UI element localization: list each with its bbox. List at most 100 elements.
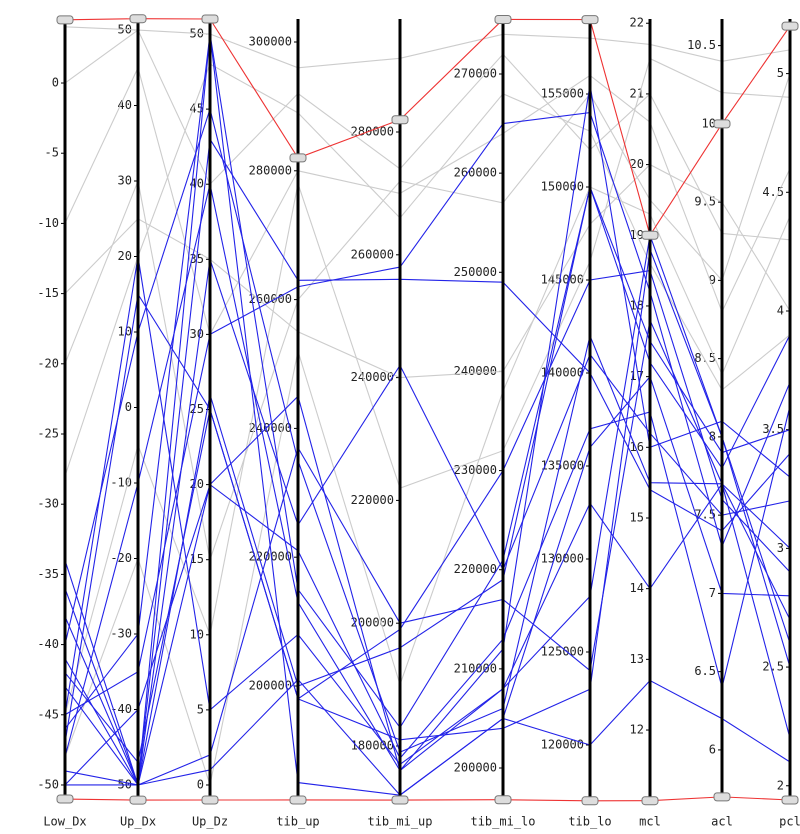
- axis-label: tib_lo: [568, 815, 611, 829]
- tick-label: 15: [630, 510, 644, 524]
- filter-handle: [641, 230, 659, 240]
- tick-label: -30: [37, 497, 59, 511]
- tick-label: 10: [702, 116, 716, 130]
- tick-label: -30: [110, 626, 132, 640]
- axis-label: Low_Dx: [43, 815, 86, 829]
- tick-label: -20: [110, 551, 132, 565]
- line: [64, 405, 791, 786]
- filter-handle: [581, 15, 599, 25]
- filter-handle: [391, 115, 409, 125]
- tick-label: 21: [630, 86, 644, 100]
- tick-label: -50: [37, 777, 59, 791]
- tick-label: 140000: [541, 365, 584, 379]
- filter-handle: [713, 119, 731, 129]
- line: [64, 33, 791, 786]
- tick-label: 20: [630, 157, 644, 171]
- tick-label: 240000: [454, 364, 497, 378]
- filter-handle: [494, 14, 512, 24]
- tick-label: 20: [118, 249, 132, 263]
- filter-handle: [289, 153, 307, 163]
- tick-label: 300000: [249, 34, 292, 48]
- tick-label: 8: [709, 429, 716, 443]
- tick-label: -35: [37, 567, 59, 581]
- axis-label: pcl: [779, 815, 800, 829]
- tick-label: 14: [630, 581, 644, 595]
- tick-label: 280000: [351, 125, 394, 139]
- tick-label: 220000: [454, 562, 497, 576]
- tick-label: 30: [118, 174, 132, 188]
- axis-label: tib_mi_lo: [470, 815, 535, 829]
- tick-label: 0: [52, 76, 59, 90]
- tick-label: 220000: [351, 493, 394, 507]
- tick-label: 3: [777, 541, 784, 555]
- tick-label: -10: [37, 216, 59, 230]
- lines: [64, 18, 791, 802]
- tick-label: 200000: [249, 678, 292, 692]
- filter-handle: [713, 792, 731, 802]
- tick-label: 5: [197, 702, 204, 716]
- line: [64, 259, 791, 788]
- filter-handle: [129, 795, 147, 805]
- line: [64, 184, 791, 786]
- tick-label: 10: [118, 325, 132, 339]
- line: [64, 57, 791, 715]
- tick-label: 2.5: [762, 660, 784, 674]
- tick-label: 18: [630, 298, 644, 312]
- line: [64, 63, 791, 477]
- filter-handle: [781, 21, 799, 31]
- line: [64, 318, 791, 786]
- tick-label: 40: [118, 98, 132, 112]
- tick-label: -45: [37, 707, 59, 721]
- filter-handle: [781, 795, 799, 805]
- line: [64, 26, 791, 241]
- tick-label: -20: [37, 356, 59, 370]
- tick-label: 280000: [249, 163, 292, 177]
- tick-label: 260000: [351, 247, 394, 261]
- axis-label: Up_Dx: [120, 815, 156, 829]
- axis-label: tib_up: [276, 815, 319, 829]
- tick-label: 0: [197, 777, 204, 791]
- tick-label: 0: [125, 400, 132, 414]
- tick-label: 2: [777, 778, 784, 792]
- tick-label: -40: [110, 702, 132, 716]
- tick-label: -5: [45, 146, 59, 160]
- line: [64, 796, 791, 802]
- tick-label: 10.5: [687, 38, 716, 52]
- line: [64, 111, 791, 716]
- axis-label: tib_mi_up: [367, 815, 432, 829]
- tick-label: -15: [37, 286, 59, 300]
- tick-label: 200000: [454, 760, 497, 774]
- tick-label: -40: [37, 637, 59, 651]
- tick-label: 4.5: [762, 185, 784, 199]
- filter-handle: [494, 795, 512, 805]
- filter-handle: [129, 14, 147, 24]
- tick-label: 7: [709, 586, 716, 600]
- line: [64, 29, 791, 84]
- tick-label: 12: [630, 723, 644, 737]
- tick-label: 260000: [249, 292, 292, 306]
- tick-label: 6: [709, 742, 716, 756]
- tick-label: 270000: [454, 67, 497, 81]
- axes: -50-45-40-35-30-25-20-15-10-50Low_Dx-50-…: [37, 16, 800, 829]
- axis-label: acl: [711, 815, 733, 829]
- axis-label: mcl: [639, 815, 661, 829]
- tick-label: 200000: [351, 616, 394, 630]
- tick-label: 3.5: [762, 422, 784, 436]
- line: [64, 186, 791, 788]
- filter-handle: [289, 795, 307, 805]
- filter-handle: [56, 794, 74, 804]
- line: [64, 84, 791, 787]
- line: [64, 163, 791, 379]
- tick-label: 125000: [541, 644, 584, 658]
- line: [64, 256, 791, 766]
- tick-label: 25: [190, 402, 204, 416]
- tick-label: 9: [709, 273, 716, 287]
- tick-label: 40: [190, 177, 204, 191]
- line: [64, 107, 791, 753]
- tick-label: 5: [777, 66, 784, 80]
- line: [64, 137, 791, 787]
- axis-label: Up_Dz: [192, 815, 228, 829]
- tick-label: 150000: [541, 179, 584, 193]
- filter-handle: [391, 795, 409, 805]
- tick-label: 130000: [541, 551, 584, 565]
